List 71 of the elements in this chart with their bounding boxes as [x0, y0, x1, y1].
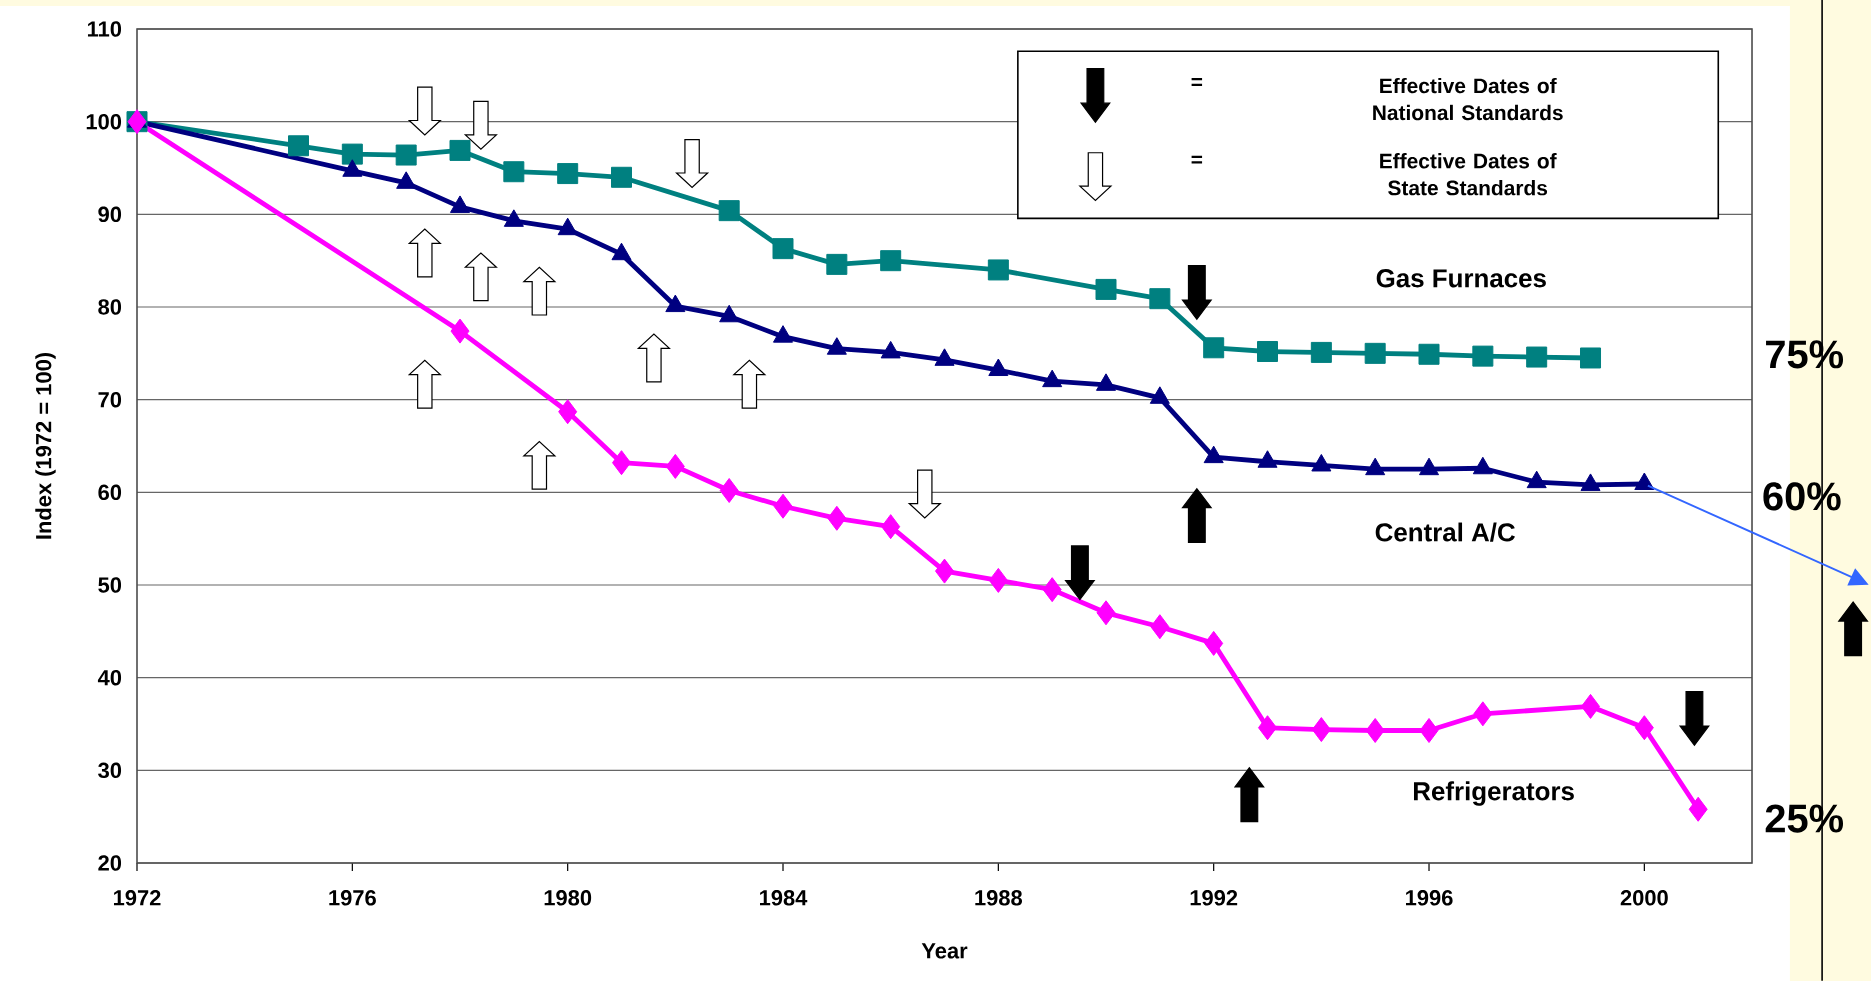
point	[773, 493, 793, 519]
annotation: Effective Dates of National Standards	[1373, 77, 1563, 121]
x-tick-label: 1984	[760, 890, 808, 906]
x-axis-title: Year	[921, 943, 968, 959]
y-tick-label: 30	[98, 762, 122, 779]
point	[1095, 278, 1117, 300]
x-tick-label: 1976	[329, 890, 376, 906]
point	[718, 200, 740, 222]
point	[1581, 693, 1601, 719]
point	[450, 318, 470, 344]
point	[1634, 715, 1654, 741]
point	[395, 144, 417, 166]
point	[341, 143, 363, 165]
y-tick-label: 60	[98, 484, 122, 501]
series-label: Central A/C	[1375, 522, 1515, 542]
point	[1150, 614, 1170, 640]
point	[449, 139, 471, 161]
y-tick-label: 110	[87, 21, 122, 37]
point	[1580, 347, 1602, 369]
point	[612, 450, 632, 476]
point	[665, 453, 685, 479]
x-tick-label: 1980	[544, 890, 592, 906]
point	[1473, 701, 1493, 727]
y-tick-label: 100	[86, 113, 122, 130]
annotation: Effective Dates of State Standards	[1380, 153, 1557, 196]
point	[935, 558, 955, 584]
point	[1364, 342, 1386, 364]
point	[1203, 337, 1225, 359]
y-tick-label: 40	[97, 669, 122, 686]
point	[557, 163, 579, 185]
point	[1472, 345, 1494, 367]
point	[1688, 796, 1708, 822]
point	[1204, 630, 1224, 656]
point	[1042, 577, 1062, 603]
point	[1418, 343, 1440, 365]
text: Gas Furnaces	[1376, 269, 1546, 288]
point	[288, 135, 309, 157]
annotation: =	[1191, 78, 1203, 86]
point	[558, 399, 578, 425]
x-tick-label: 1996	[1406, 890, 1453, 906]
y-tick-label: 70	[98, 391, 122, 408]
point	[1419, 717, 1439, 743]
x-tick-label: 2000	[1620, 890, 1668, 906]
point	[1526, 346, 1548, 368]
y-axis-title: Index (1972 = 100)	[35, 353, 56, 539]
point	[880, 250, 902, 272]
point	[827, 505, 847, 531]
point	[1257, 340, 1279, 362]
point	[1365, 717, 1385, 743]
y-tick-label: 80	[98, 299, 122, 315]
point	[1310, 341, 1332, 363]
x-tick-label: 1992	[1190, 890, 1238, 906]
point	[988, 567, 1008, 593]
point	[503, 161, 525, 183]
point	[826, 253, 848, 275]
point	[611, 166, 633, 188]
point	[881, 514, 901, 540]
point	[772, 238, 794, 260]
y-tick-label: 20	[98, 855, 122, 871]
point	[987, 259, 1009, 281]
point	[719, 477, 739, 503]
point	[1258, 715, 1278, 741]
y-tick-label: 50	[98, 577, 122, 593]
x-tick-label: 1972	[114, 890, 161, 906]
point	[1149, 288, 1171, 310]
point	[1311, 717, 1331, 743]
x-tick-label: 1988	[975, 890, 1023, 906]
series-label: Refrigerators	[1414, 781, 1574, 806]
point	[1096, 600, 1116, 626]
y-tick-label: 90	[98, 206, 122, 223]
annotation: =	[1191, 155, 1203, 164]
